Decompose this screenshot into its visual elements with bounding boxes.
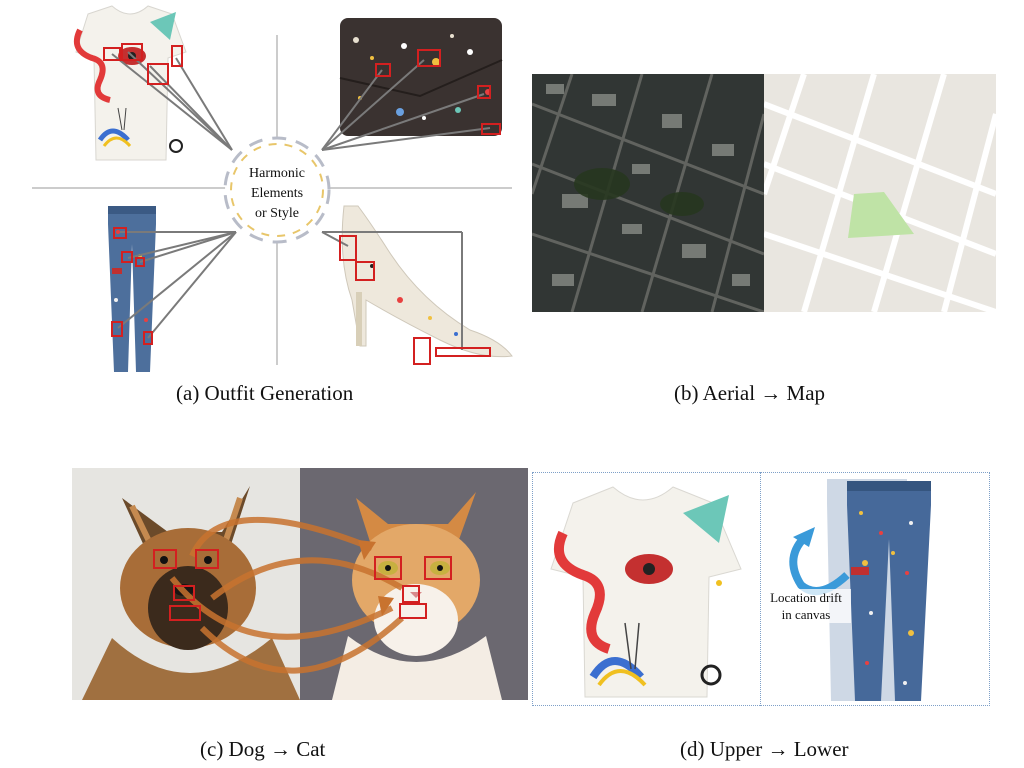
hub-label-line1: Harmonic bbox=[249, 166, 305, 181]
caption-upper-lower: (d) Upper → Lower bbox=[680, 737, 849, 761]
cat-photo bbox=[332, 492, 502, 700]
drift-annotation-line2: in canvas bbox=[781, 607, 831, 622]
tshirt-large bbox=[550, 486, 742, 698]
jeans-large bbox=[789, 479, 931, 701]
pump-shoe-image bbox=[341, 205, 513, 358]
highlight-boxes-c bbox=[153, 549, 452, 621]
jeans-image bbox=[108, 206, 156, 372]
harmonic-hub bbox=[223, 136, 331, 244]
handbag-image bbox=[339, 18, 503, 136]
hub-label-line3: or Style bbox=[255, 206, 299, 221]
dog-cat-figure bbox=[72, 468, 528, 700]
upper-garment-frame bbox=[532, 472, 762, 706]
panel-dog-cat: (c) Dog → Cat bbox=[72, 468, 528, 768]
drift-annotation-line1: Location drift bbox=[770, 590, 842, 605]
drift-annotation: Location drift in canvas bbox=[761, 589, 851, 623]
hub-label: Harmonic Elements or Style bbox=[225, 164, 329, 224]
caption-dog-cat: (c) Dog → Cat bbox=[200, 737, 326, 761]
lower-garment-frame: Location drift in canvas bbox=[760, 472, 990, 706]
panel-outfit-generation: Harmonic Elements or Style (a) Outfit Ge… bbox=[0, 0, 520, 420]
outfit-diagram bbox=[32, 5, 513, 372]
aerial-photo bbox=[532, 74, 764, 312]
connector-lines bbox=[111, 51, 491, 350]
hub-label-line2: Elements bbox=[250, 186, 304, 201]
caption-aerial-map: (b) Aerial → Map bbox=[674, 381, 826, 405]
caption-outfit-generation: (a) Outfit Generation bbox=[176, 381, 354, 405]
panel-aerial-map: (b) Aerial → Map bbox=[528, 70, 998, 410]
drift-arrow bbox=[789, 532, 850, 596]
map-park bbox=[848, 192, 914, 238]
highlight-boxes-a bbox=[103, 43, 501, 365]
tshirt-image bbox=[74, 5, 187, 161]
street-map bbox=[764, 74, 996, 312]
panel-upper-lower: Location drift in canvas (d) Upper → Low… bbox=[528, 468, 998, 768]
